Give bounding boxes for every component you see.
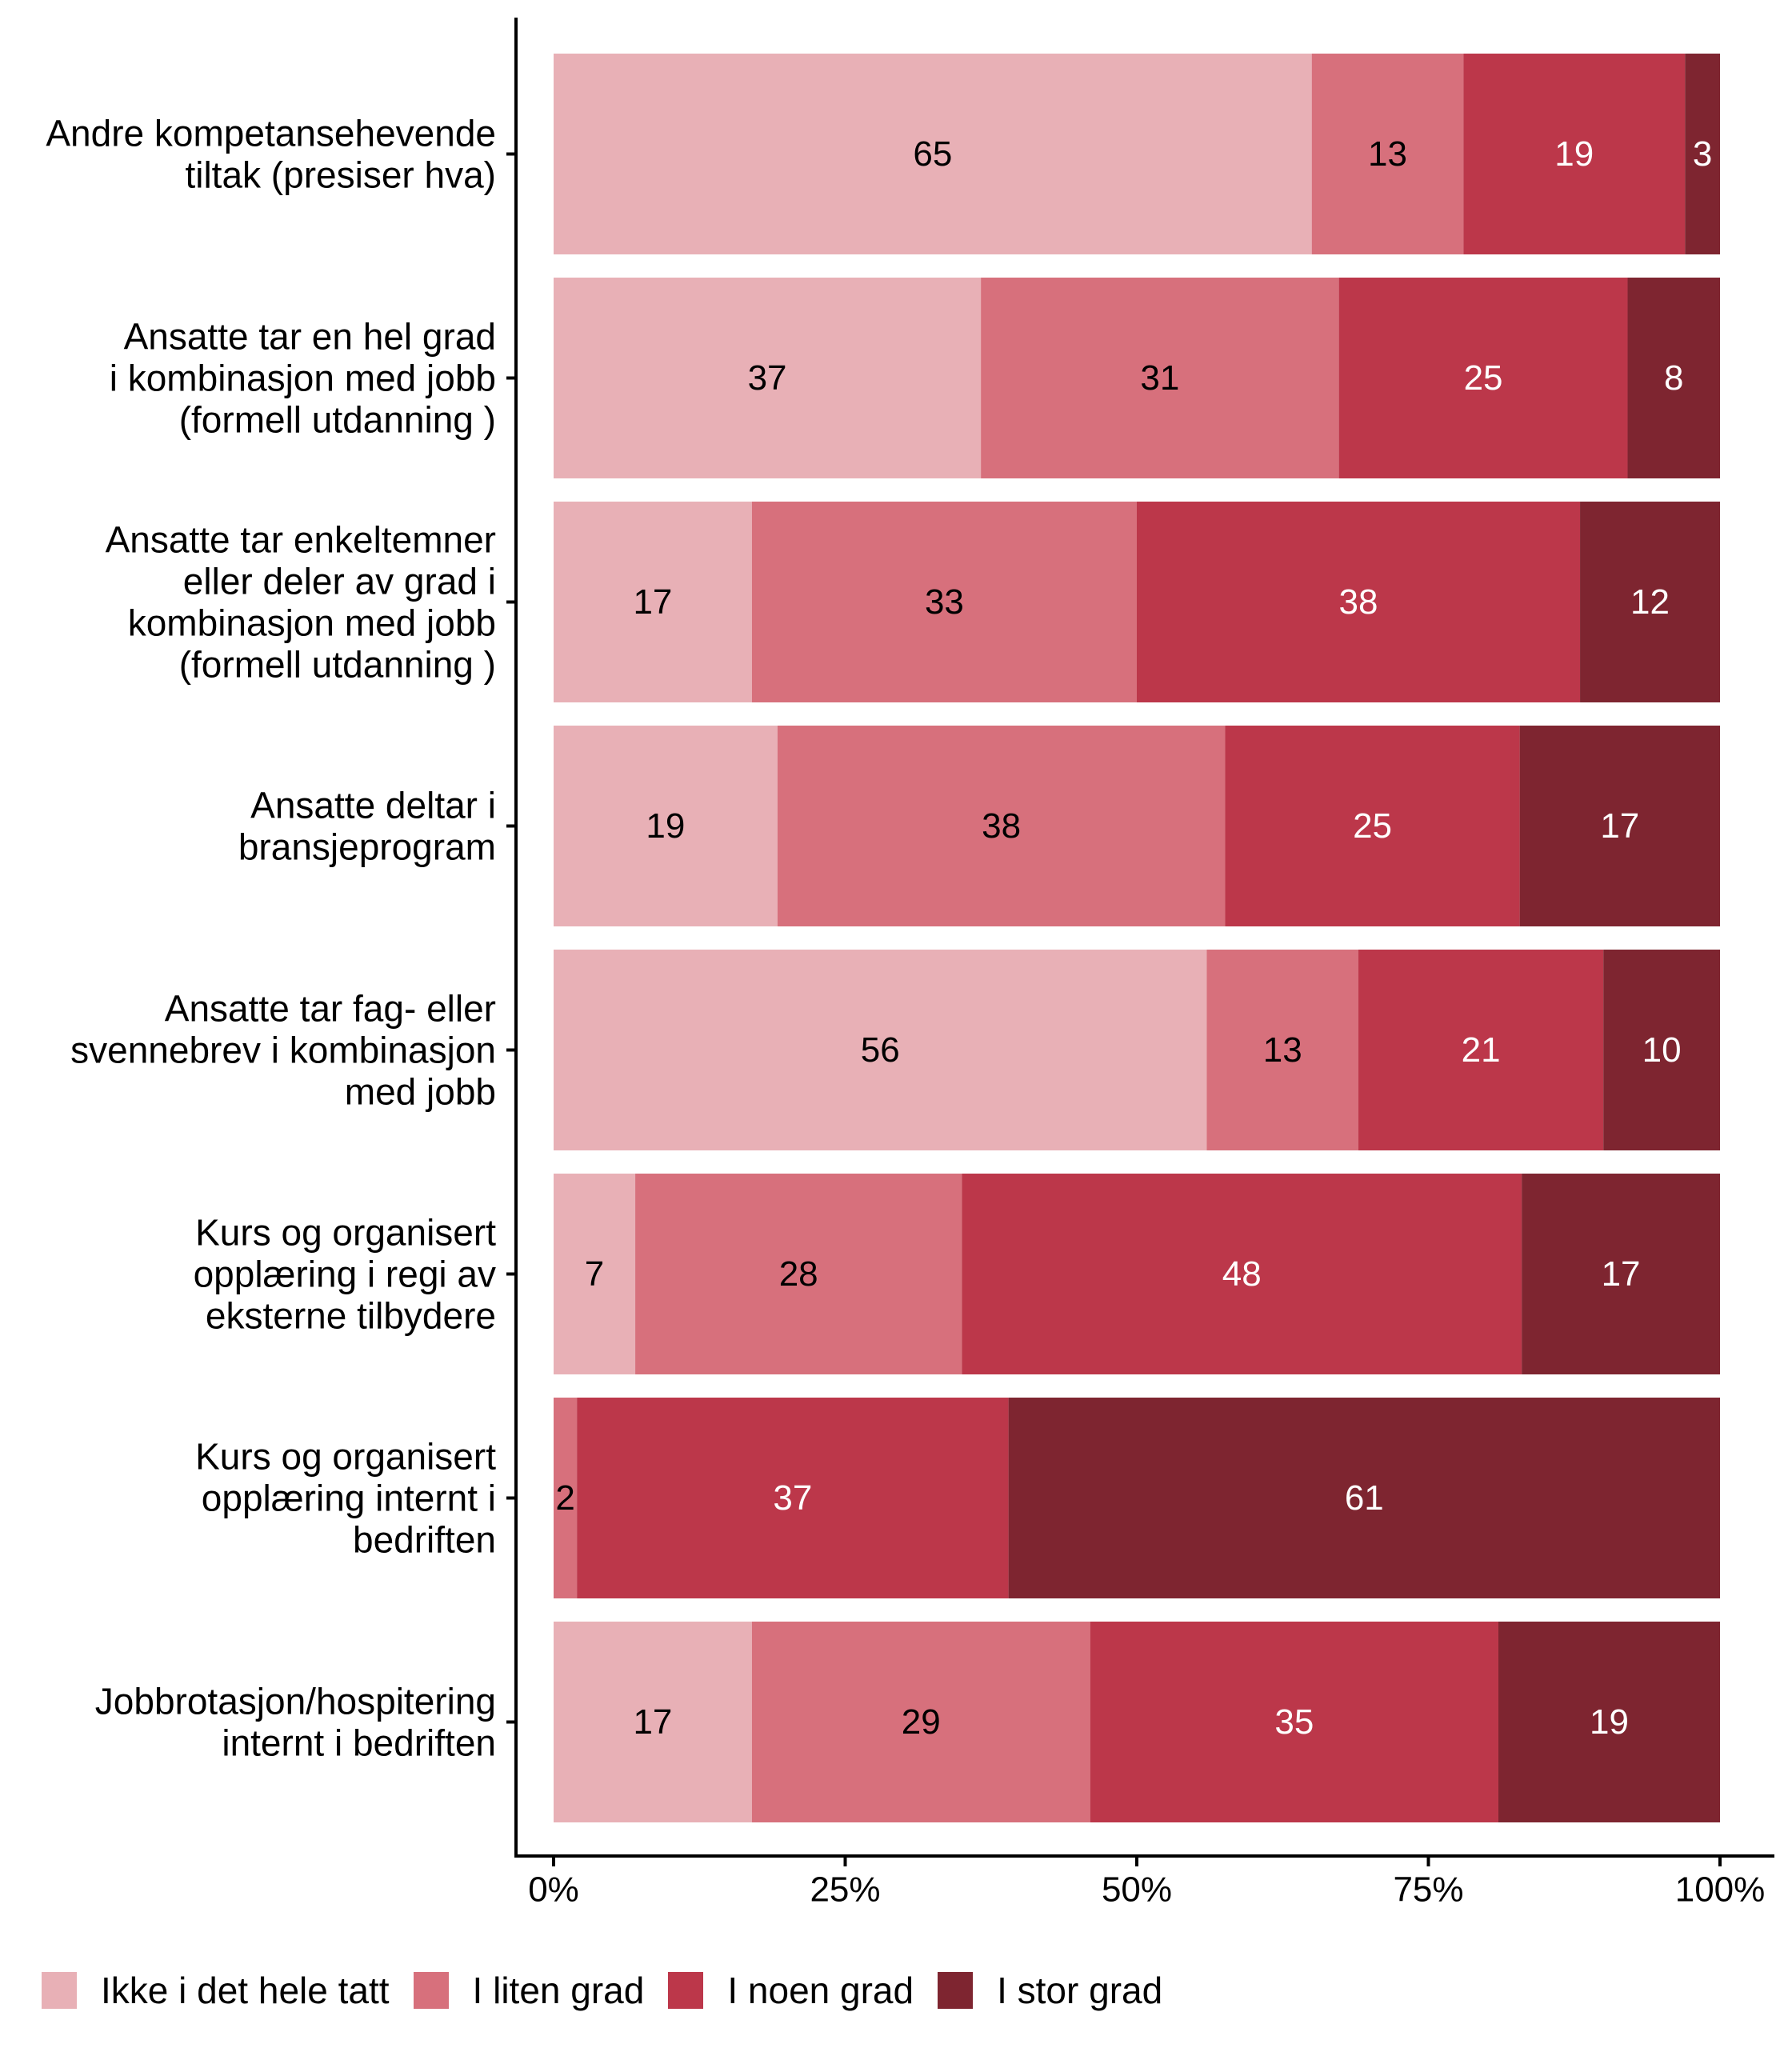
x-tick-label: 25% — [810, 1870, 880, 1910]
y-category-label: Kurs og organisert opplæring internt i bed… — [195, 1436, 496, 1561]
y-category-label: Jobbrotasjon/hospitering internt i bedrif… — [95, 1681, 496, 1764]
bar-segment — [554, 278, 982, 478]
x-tick-label: 0% — [528, 1870, 579, 1910]
bar-value-label: 37 — [748, 358, 787, 398]
legend-color-key — [42, 1972, 77, 2009]
legend-label: Ikke i det hele tatt — [101, 1970, 390, 2011]
bar-segment — [1498, 1622, 1720, 1822]
bar-segment — [554, 726, 778, 926]
legend: Ikke i det hele tatt I liten grad I noen g… — [42, 1966, 1186, 2014]
y-category-label: Ansatte tar en hel grad i kombinasjon med… — [110, 316, 496, 441]
x-tick-label: 50% — [1102, 1870, 1172, 1910]
bar-segment — [1008, 1398, 1720, 1598]
bar-segment — [1519, 726, 1720, 926]
bar-value-label: 33 — [925, 582, 964, 622]
legend-label: I stor grad — [997, 1970, 1163, 2011]
axes-group — [514, 18, 1774, 1858]
bar-value-label: 65 — [913, 134, 952, 174]
bar-value-label: 56 — [861, 1030, 900, 1070]
bar-value-label: 13 — [1263, 1030, 1302, 1070]
bar-value-label: 17 — [633, 1702, 672, 1742]
bar-segment — [554, 54, 1312, 254]
bar-value-label: 17 — [1602, 1254, 1641, 1294]
bar-value-label: 38 — [982, 806, 1021, 846]
bar-segment — [751, 1622, 1090, 1822]
bar-value-label: 7 — [585, 1254, 604, 1294]
bar-value-label: 21 — [1462, 1030, 1501, 1070]
bar-value-label: 19 — [1590, 1702, 1629, 1742]
bar-value-label: 17 — [633, 582, 672, 622]
bar-segment — [981, 278, 1339, 478]
y-category-label: Kurs og organisert opplæring i regi av eks… — [194, 1212, 497, 1337]
bars-group: 65 13 19 3 37 31 25 8 17 33 38 12 19 38 25 17 56 13 21 10 7 2… — [554, 54, 1720, 1822]
bar-segment — [1463, 54, 1686, 254]
bar-segment — [962, 1174, 1522, 1374]
bar-value-label: 3 — [1693, 134, 1712, 174]
bar-segment — [554, 502, 752, 702]
bar-segment — [554, 1174, 636, 1374]
bar-segment — [1685, 54, 1720, 254]
legend-item: I liten grad — [413, 1969, 645, 2012]
y-category-label: Ansatte tar fag- eller svennebrev i kombi… — [70, 988, 496, 1113]
bar-value-label: 10 — [1642, 1030, 1682, 1070]
bar-segment — [577, 1398, 1009, 1598]
bar-value-label: 35 — [1274, 1702, 1314, 1742]
legend-item: I stor grad — [938, 1969, 1162, 2012]
bar-segment — [777, 726, 1226, 926]
bar-value-label: 61 — [1345, 1478, 1384, 1518]
legend-label: I liten grad — [472, 1970, 645, 2011]
bar-segment — [1137, 502, 1581, 702]
bar-segment — [1311, 54, 1464, 254]
bar-segment — [1627, 278, 1720, 478]
x-tick-label: 75% — [1393, 1870, 1463, 1910]
legend-color-key — [413, 1972, 449, 2009]
bar-value-label: 13 — [1368, 134, 1407, 174]
bar-segment — [1206, 950, 1359, 1150]
bar-segment — [1522, 1174, 1720, 1374]
bar-segment — [1580, 502, 1720, 702]
legend-item: Ikke i det hele tatt — [42, 1969, 390, 2012]
bar-value-label: 31 — [1140, 358, 1179, 398]
x-tick-label: 100% — [1675, 1870, 1766, 1910]
bar-segment — [554, 950, 1207, 1150]
bar-value-label: 38 — [1339, 582, 1378, 622]
bar-segment — [554, 1398, 578, 1598]
y-axis-labels: Andre kompetansehevende tiltak (presiser … — [46, 113, 516, 1764]
bar-value-label: 19 — [646, 806, 685, 846]
bar-segment — [554, 1622, 752, 1822]
x-axis-ticks: 0% 25% 50% 75% 100% — [528, 1856, 1765, 1910]
bar-value-label: 29 — [902, 1702, 941, 1742]
bar-value-label: 25 — [1464, 358, 1503, 398]
bar-segment — [1603, 950, 1720, 1150]
bar-value-label: 37 — [773, 1478, 812, 1518]
bar-segment — [635, 1174, 962, 1374]
legend-color-key — [668, 1972, 704, 2009]
bar-segment — [1090, 1622, 1498, 1822]
bar-value-label: 19 — [1554, 134, 1594, 174]
bar-value-label: 2 — [555, 1478, 574, 1518]
bar-value-label: 17 — [1600, 806, 1639, 846]
bar-segment — [1338, 278, 1628, 478]
bar-value-label: 48 — [1222, 1254, 1262, 1294]
bar-value-label: 28 — [779, 1254, 818, 1294]
legend-label: I noen grad — [727, 1970, 914, 2011]
bar-segment — [1358, 950, 1604, 1150]
legend-item: I noen grad — [668, 1969, 914, 2012]
legend-color-key — [938, 1972, 974, 2009]
y-category-label: Ansatte tar enkeltemner eller deler av gr… — [106, 519, 496, 686]
bar-segment — [751, 502, 1137, 702]
y-category-label: Ansatte deltar i bransjeprogram — [238, 785, 496, 868]
y-category-label: Andre kompetansehevende tiltak (presiser … — [46, 113, 496, 196]
bar-segment — [1225, 726, 1520, 926]
bar-value-label: 25 — [1353, 806, 1392, 846]
bar-value-label: 12 — [1630, 582, 1670, 622]
bar-value-label: 8 — [1664, 358, 1683, 398]
